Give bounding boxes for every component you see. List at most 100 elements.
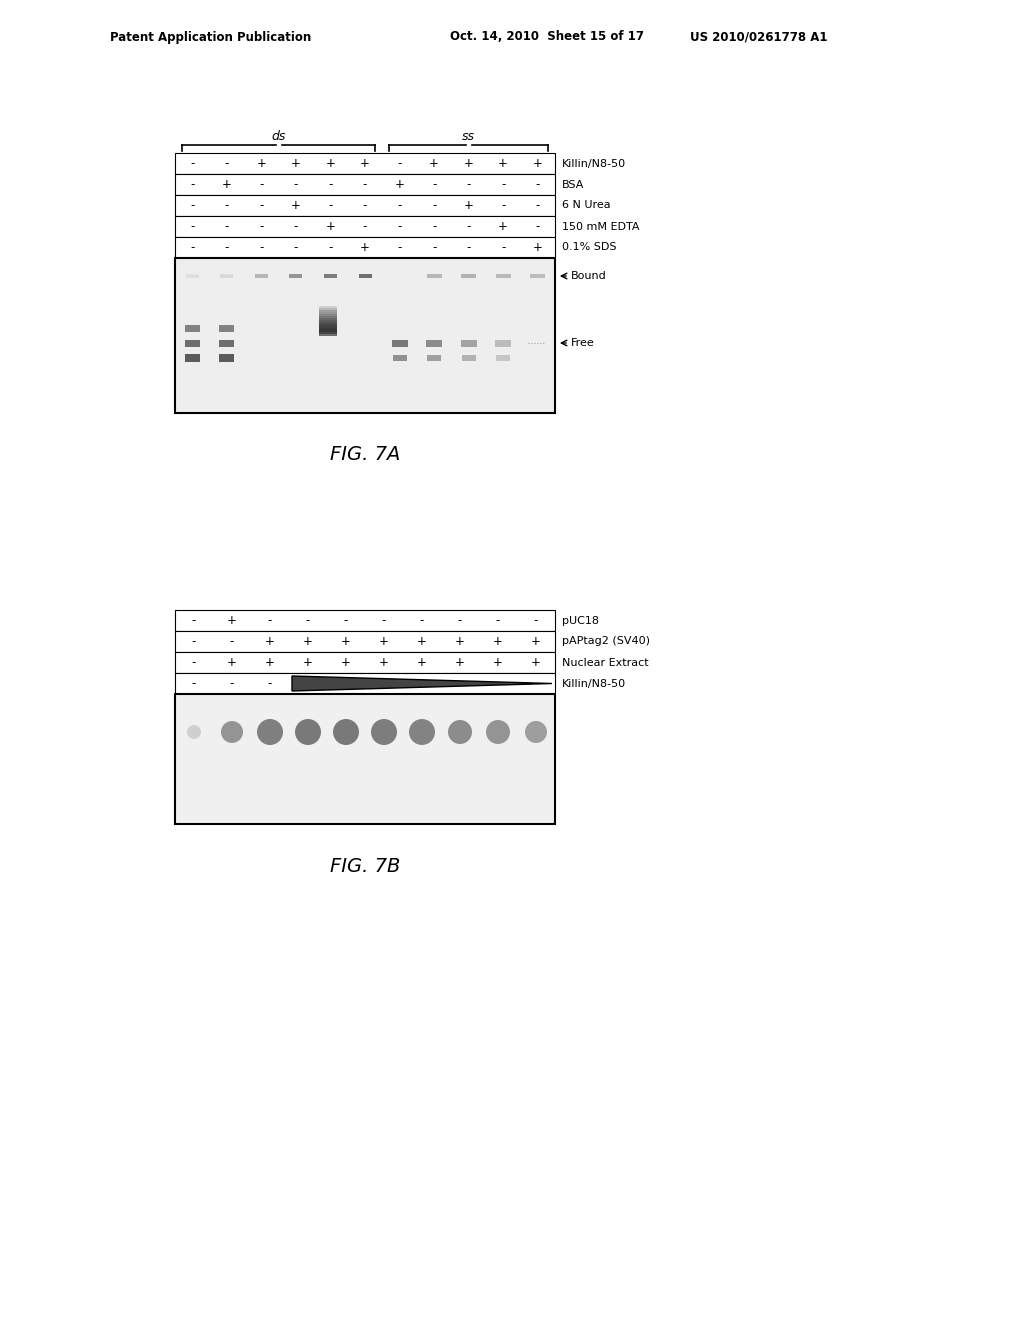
Bar xyxy=(319,323,338,330)
Text: -: - xyxy=(397,199,401,213)
Text: -: - xyxy=(536,178,540,191)
Text: +: + xyxy=(360,242,370,253)
Text: -: - xyxy=(420,614,424,627)
Text: -: - xyxy=(432,178,436,191)
Circle shape xyxy=(295,719,321,744)
Bar xyxy=(496,275,511,279)
Text: +: + xyxy=(494,635,503,648)
Bar xyxy=(184,325,200,331)
Text: -: - xyxy=(268,614,272,627)
Text: -: - xyxy=(432,199,436,213)
Bar xyxy=(427,355,441,360)
Text: +: + xyxy=(532,157,543,170)
Text: -: - xyxy=(190,178,195,191)
Text: BSA: BSA xyxy=(562,180,585,190)
Text: -: - xyxy=(397,220,401,234)
Text: +: + xyxy=(227,656,237,669)
Text: -: - xyxy=(329,178,333,191)
Text: -: - xyxy=(229,635,234,648)
Bar xyxy=(324,275,337,279)
Bar xyxy=(185,275,199,279)
Bar xyxy=(175,652,555,673)
Polygon shape xyxy=(292,676,552,690)
Bar xyxy=(319,310,338,315)
Bar xyxy=(175,673,555,694)
Text: FIG. 7B: FIG. 7B xyxy=(330,857,400,875)
Text: Killin/N8-50: Killin/N8-50 xyxy=(562,158,626,169)
Text: -: - xyxy=(191,635,197,648)
Text: +: + xyxy=(429,157,439,170)
Bar xyxy=(184,339,200,346)
Circle shape xyxy=(525,721,547,743)
Bar xyxy=(319,308,338,314)
Bar xyxy=(496,339,511,346)
Text: -: - xyxy=(259,220,263,234)
Text: Oct. 14, 2010  Sheet 15 of 17: Oct. 14, 2010 Sheet 15 of 17 xyxy=(450,30,644,44)
Text: -: - xyxy=(534,614,539,627)
Bar xyxy=(427,275,441,279)
Text: -: - xyxy=(294,178,298,191)
Bar xyxy=(175,153,555,174)
Bar xyxy=(319,306,338,312)
Text: +: + xyxy=(326,157,336,170)
Bar xyxy=(255,275,268,279)
Text: -: - xyxy=(259,178,263,191)
Text: -: - xyxy=(191,614,197,627)
Bar xyxy=(319,322,338,327)
Bar xyxy=(175,694,555,824)
Text: US 2010/0261778 A1: US 2010/0261778 A1 xyxy=(690,30,827,44)
Text: Nuclear Extract: Nuclear Extract xyxy=(562,657,648,668)
Text: +: + xyxy=(494,656,503,669)
Text: pAPtag2 (SV40): pAPtag2 (SV40) xyxy=(562,636,650,647)
Bar xyxy=(175,195,555,216)
Text: +: + xyxy=(303,635,313,648)
Text: -: - xyxy=(259,199,263,213)
Text: +: + xyxy=(455,635,465,648)
Text: -: - xyxy=(536,199,540,213)
Text: -: - xyxy=(496,614,500,627)
Text: +: + xyxy=(499,157,508,170)
Text: +: + xyxy=(265,635,274,648)
Text: -: - xyxy=(229,677,234,690)
Bar xyxy=(462,355,475,360)
Bar xyxy=(319,326,338,333)
Bar xyxy=(175,238,555,257)
Text: -: - xyxy=(190,199,195,213)
Text: +: + xyxy=(464,157,473,170)
Bar xyxy=(319,314,338,319)
Bar xyxy=(358,275,372,279)
Text: -: - xyxy=(259,242,263,253)
Text: -: - xyxy=(294,242,298,253)
Circle shape xyxy=(449,719,472,744)
Text: -: - xyxy=(501,178,506,191)
Text: +: + xyxy=(291,199,301,213)
Bar xyxy=(175,631,555,652)
Text: -: - xyxy=(190,220,195,234)
Bar xyxy=(290,275,302,279)
Text: +: + xyxy=(455,656,465,669)
Text: -: - xyxy=(467,178,471,191)
Text: +: + xyxy=(417,656,427,669)
Circle shape xyxy=(257,719,283,744)
Bar xyxy=(184,354,200,362)
Text: -: - xyxy=(306,614,310,627)
Text: +: + xyxy=(531,656,541,669)
Text: +: + xyxy=(379,635,389,648)
Bar xyxy=(219,354,234,362)
Circle shape xyxy=(371,719,397,744)
Text: +: + xyxy=(291,157,301,170)
Text: +: + xyxy=(417,635,427,648)
Text: 0.1% SDS: 0.1% SDS xyxy=(562,243,616,252)
Text: +: + xyxy=(379,656,389,669)
Text: 150 mM EDTA: 150 mM EDTA xyxy=(562,222,640,231)
Text: +: + xyxy=(222,178,231,191)
Text: +: + xyxy=(531,635,541,648)
Circle shape xyxy=(221,721,243,743)
Text: +: + xyxy=(227,614,237,627)
Bar xyxy=(319,318,338,323)
Text: -: - xyxy=(362,199,368,213)
Bar xyxy=(426,339,442,346)
Text: -: - xyxy=(467,242,471,253)
Bar xyxy=(461,275,476,279)
Text: +: + xyxy=(499,220,508,234)
